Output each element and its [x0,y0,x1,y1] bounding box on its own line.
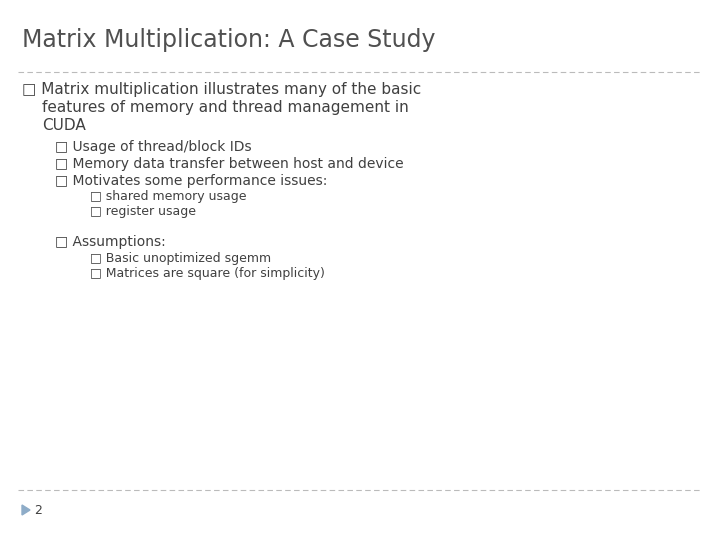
Polygon shape [22,505,30,515]
Text: □ Basic unoptimized sgemm: □ Basic unoptimized sgemm [90,252,271,265]
Text: CUDA: CUDA [42,118,86,133]
Text: □ Matrix multiplication illustrates many of the basic: □ Matrix multiplication illustrates many… [22,82,421,97]
Text: □ Matrices are square (for simplicity): □ Matrices are square (for simplicity) [90,267,325,280]
Text: Matrix Multiplication: A Case Study: Matrix Multiplication: A Case Study [22,28,436,52]
Text: □ shared memory usage: □ shared memory usage [90,190,246,203]
Text: 2: 2 [34,503,42,516]
Text: □ Motivates some performance issues:: □ Motivates some performance issues: [55,174,328,188]
Text: □ Memory data transfer between host and device: □ Memory data transfer between host and … [55,157,404,171]
Text: □ register usage: □ register usage [90,205,196,218]
Text: □ Usage of thread/block IDs: □ Usage of thread/block IDs [55,140,251,154]
Text: features of memory and thread management in: features of memory and thread management… [42,100,409,115]
Text: □ Assumptions:: □ Assumptions: [55,235,166,249]
